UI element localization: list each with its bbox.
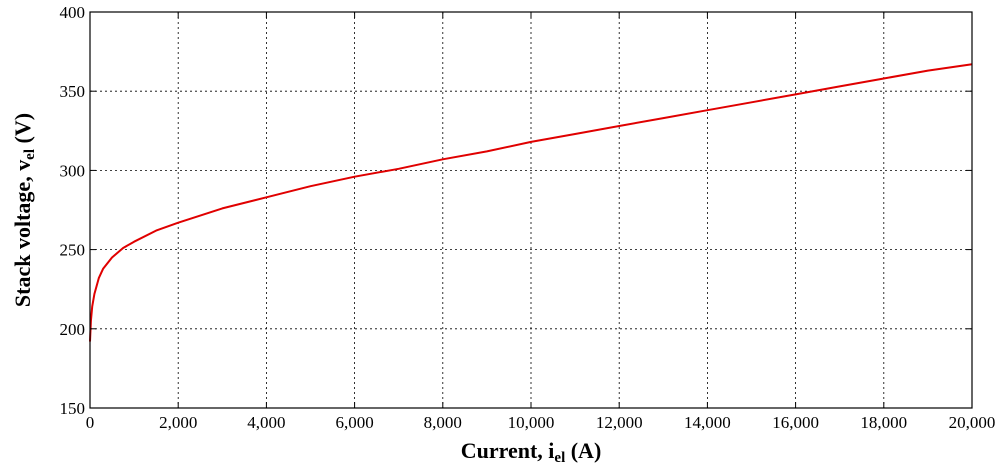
x-axis-label-subscript: el bbox=[554, 450, 565, 466]
y-axis-label: Stack voltage, vel (V) bbox=[10, 113, 38, 307]
x-tick-label: 14,000 bbox=[684, 413, 731, 432]
y-tick-label: 400 bbox=[60, 3, 86, 22]
y-tick-label: 300 bbox=[60, 161, 86, 180]
y-tick-label: 200 bbox=[60, 320, 86, 339]
x-tick-label: 20,000 bbox=[949, 413, 996, 432]
axis-ticks: 0 2,000 4,000 6,000 8,000 10,000 12,000 14,000 1… bbox=[60, 3, 996, 432]
x-tick-label: 12,000 bbox=[596, 413, 643, 432]
y-tick-label: 350 bbox=[60, 82, 86, 101]
y-tick-label: 250 bbox=[60, 241, 86, 260]
x-tick-label: 18,000 bbox=[860, 413, 907, 432]
x-tick-label: 6,000 bbox=[335, 413, 373, 432]
x-axis-label-unit: (A) bbox=[565, 438, 601, 463]
x-tick-label: 2,000 bbox=[159, 413, 197, 432]
x-tick-label: 4,000 bbox=[247, 413, 285, 432]
grid bbox=[90, 12, 972, 408]
series-line-stack-voltage bbox=[89, 63, 973, 342]
x-tick-label: 8,000 bbox=[424, 413, 462, 432]
y-axis-label-main: Stack voltage, v bbox=[10, 160, 35, 307]
y-axis-label-unit: (V) bbox=[10, 113, 35, 149]
x-tick-label: 16,000 bbox=[772, 413, 819, 432]
x-axis-label: Current, iel (A) bbox=[461, 438, 602, 466]
x-tick-label: 10,000 bbox=[508, 413, 555, 432]
x-tick-label: 0 bbox=[86, 413, 95, 432]
y-tick-label: 150 bbox=[60, 399, 86, 418]
y-axis-label-subscript: el bbox=[22, 149, 38, 160]
x-axis-label-main: Current, i bbox=[461, 438, 555, 463]
series-layer bbox=[89, 63, 973, 342]
